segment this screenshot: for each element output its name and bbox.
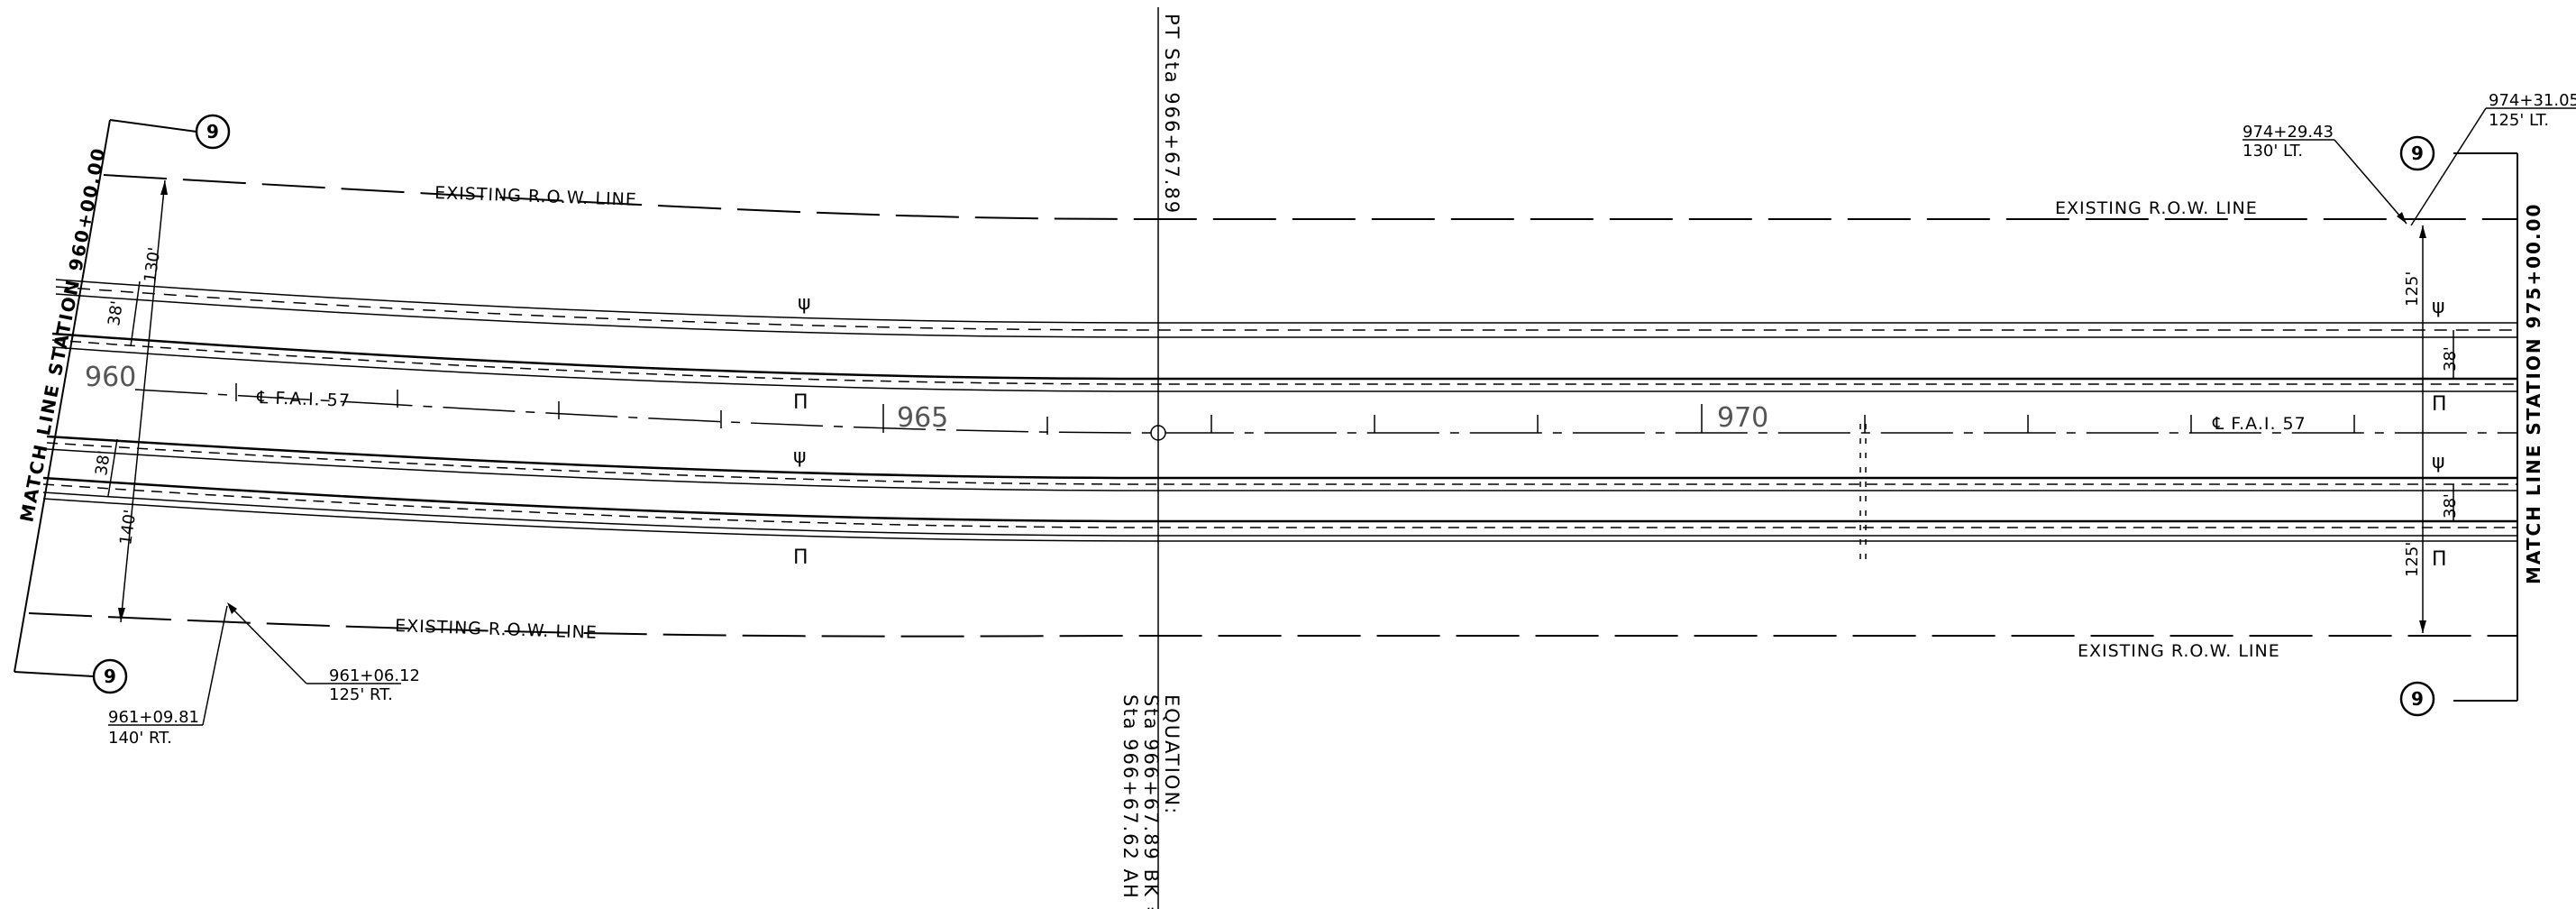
- callout-offset: 125' LT.: [2489, 111, 2549, 130]
- callout-offset: 140' RT.: [108, 729, 172, 748]
- equation-title: EQUATION:: [1161, 694, 1183, 815]
- centerline-label-right: ℄ F.A.I. 57: [2212, 414, 2307, 434]
- svg-text:Π: Π: [2432, 393, 2447, 416]
- dim-right-top-lane: 38': [2441, 346, 2460, 372]
- left-dimensions: 130' 38' 38' 140': [92, 179, 168, 623]
- callout-974-31: 974+31.05 125' LT.: [2410, 91, 2576, 226]
- sheet-ref-number: 9: [206, 121, 219, 142]
- sheet-ref-bubble[interactable]: 9: [92, 658, 128, 694]
- dim-left-bottom-lane: 38': [92, 449, 114, 477]
- callout-offset: 130' LT.: [2243, 142, 2303, 161]
- svg-text:ψ: ψ: [2432, 296, 2445, 318]
- row-line-top: EXISTING R.O.W. LINE EXISTING R.O.W. LIN…: [103, 174, 2517, 220]
- station-970: 970: [1717, 402, 1768, 434]
- svg-text:Π: Π: [2432, 548, 2447, 571]
- match-line-right-label: MATCH LINE STATION 975+00.00: [2523, 203, 2544, 584]
- row-label-top-right: EXISTING R.O.W. LINE: [2055, 198, 2258, 218]
- pt-station-label: PT Sta 966+67.89: [1161, 14, 1183, 215]
- centerline: 960 965 970 ℄ F.A.I. 57 ℄ F.A.I. 57: [85, 362, 2517, 441]
- equation-line1: Sta 966+67.89 BK =: [1140, 694, 1162, 909]
- pavement-southbound: [42, 435, 2517, 542]
- centerline-label-left: ℄ F.A.I. 57: [256, 388, 351, 411]
- pt-line: PT Sta 966+67.89 EQUATION: Sta 966+67.89…: [1119, 7, 1183, 909]
- sheet-ref-number: 9: [2411, 688, 2424, 710]
- callout-station: 961+09.81: [108, 708, 199, 727]
- callout-station: 974+31.05: [2489, 91, 2576, 110]
- sheet-ref-number: 9: [2411, 142, 2424, 164]
- station-965: 965: [897, 402, 948, 434]
- sheet-ref-number: 9: [104, 666, 116, 687]
- equation-line2: Sta 966+67.62 AH: [1119, 694, 1141, 900]
- callout-961-06: 961+06.12 125' RT.: [227, 602, 420, 704]
- svg-text:Π: Π: [793, 391, 808, 414]
- callout-station: 961+06.12: [329, 666, 420, 685]
- sheet-ref-bubble[interactable]: 9: [2399, 135, 2435, 171]
- dim-right-top-offset: 125': [2403, 271, 2422, 307]
- pavement-northbound: [51, 279, 2517, 392]
- sheet-ref-bubble[interactable]: 9: [195, 114, 231, 150]
- match-line-right: MATCH LINE STATION 975+00.00: [2453, 152, 2544, 702]
- svg-text:ψ: ψ: [2432, 451, 2445, 473]
- row-label-bottom-right: EXISTING R.O.W. LINE: [2078, 641, 2280, 661]
- right-dimensions: 125' 38' 38' 125': [2403, 225, 2460, 633]
- callout-station: 974+29.43: [2243, 123, 2334, 142]
- flow-symbols: ψ Π ψ Π ψ Π ψ Π: [793, 292, 2447, 571]
- svg-text:ψ: ψ: [793, 445, 807, 468]
- dim-right-bottom-lane: 38': [2441, 493, 2460, 519]
- callout-offset: 125' RT.: [329, 685, 393, 704]
- crossing-marks: [1859, 424, 1867, 568]
- svg-text:Π: Π: [793, 546, 808, 569]
- svg-text:ψ: ψ: [798, 292, 811, 315]
- dim-right-bottom-offset: 125': [2403, 542, 2422, 577]
- sheet-ref-bubble[interactable]: 9: [2399, 681, 2435, 717]
- dim-left-top-lane: 38': [105, 299, 127, 327]
- callout-974-29: 974+29.43 130' LT.: [2243, 123, 2407, 225]
- callout-961-09: 961+09.81 140' RT.: [108, 605, 228, 748]
- station-960: 960: [85, 362, 136, 393]
